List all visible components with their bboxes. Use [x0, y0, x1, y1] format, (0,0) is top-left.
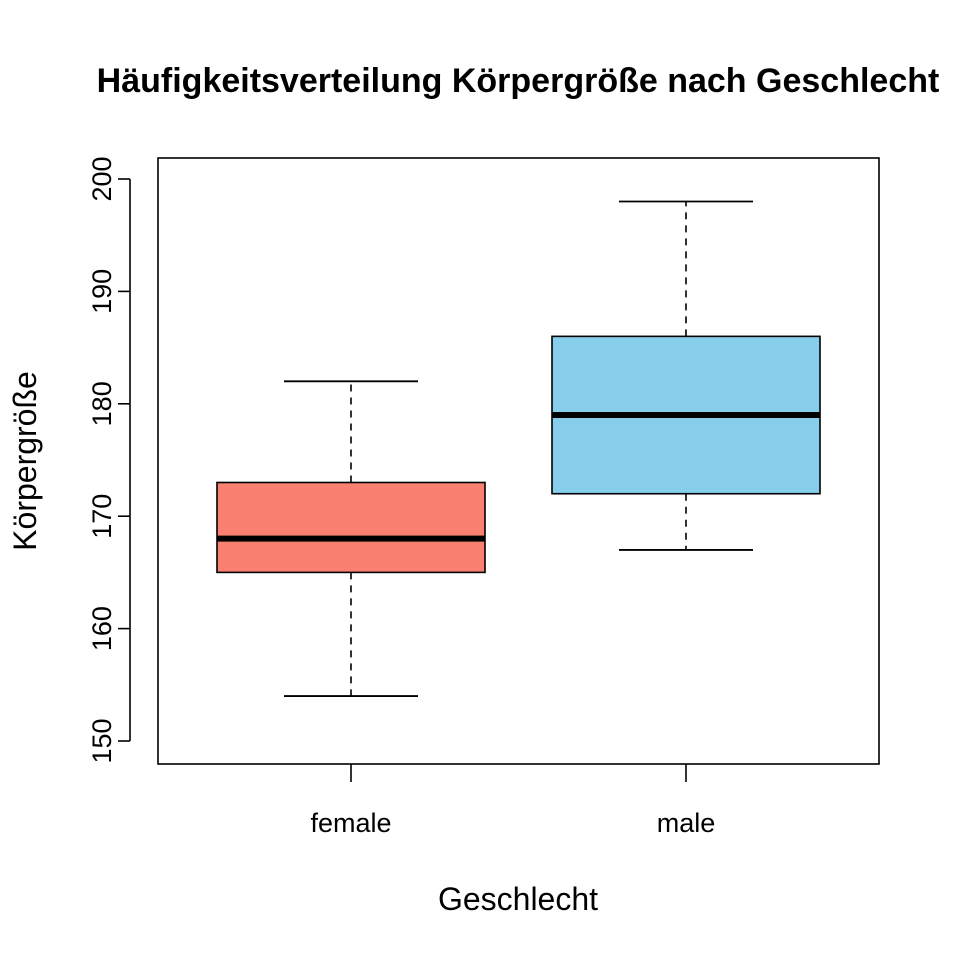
- x-axis-label: Geschlecht: [438, 881, 598, 917]
- chart-title: Häufigkeitsverteilung Körpergröße nach G…: [97, 62, 940, 100]
- y-tick-label: 190: [87, 269, 117, 314]
- y-tick-label: 180: [87, 381, 117, 426]
- y-tick-label: 200: [87, 156, 117, 201]
- plot-frame: [157, 157, 880, 765]
- box-male: [551, 200, 821, 551]
- y-tick-label: 170: [87, 494, 117, 539]
- x-tick-label: female: [310, 808, 391, 838]
- box-iqr: [216, 481, 486, 574]
- x-tick-label: male: [657, 808, 716, 838]
- y-axis: 150 160 170 180 190 200: [87, 156, 131, 764]
- boxes-group: [216, 200, 821, 697]
- box-female: [216, 380, 486, 697]
- y-tick-label: 160: [87, 606, 117, 651]
- x-axis: female male: [310, 764, 715, 838]
- y-tick-label: 150: [87, 718, 117, 763]
- y-axis-label: Körpergröße: [7, 371, 43, 551]
